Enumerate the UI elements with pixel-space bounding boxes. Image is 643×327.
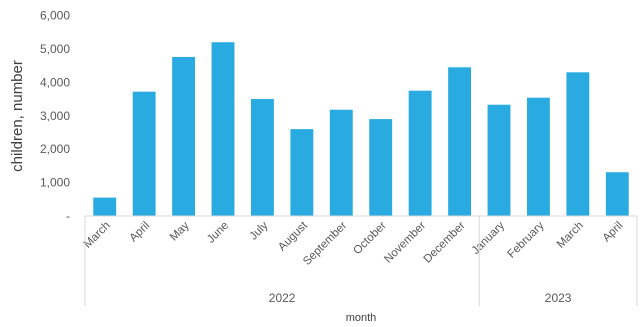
y-tick-label: 4,000 xyxy=(40,75,70,89)
bar xyxy=(448,67,472,216)
bar xyxy=(487,104,511,216)
group-label: 2023 xyxy=(545,291,572,305)
x-axis-groups: 2022 2023 xyxy=(84,216,638,306)
y-axis-title: children, number xyxy=(9,60,26,172)
bars xyxy=(93,42,629,217)
x-tick-label: March xyxy=(555,220,586,251)
x-tick-label: January xyxy=(470,219,508,257)
y-tick-label: - xyxy=(66,209,70,223)
x-tick-label: December xyxy=(422,220,468,266)
x-tick-label: October xyxy=(351,220,389,258)
x-tick-label: February xyxy=(506,219,547,260)
bar xyxy=(566,72,590,216)
y-axis-ticks: - 1,000 2,000 3,000 4,000 5,000 6,000 xyxy=(40,9,70,224)
y-tick-label: 5,000 xyxy=(40,42,70,56)
x-tick-label: July xyxy=(248,219,271,242)
x-tick-label: November xyxy=(382,220,428,266)
x-tick-label: May xyxy=(168,219,192,243)
bar xyxy=(93,197,117,216)
bar xyxy=(329,109,353,216)
bar xyxy=(172,56,196,216)
x-tick-label: April xyxy=(128,220,153,245)
bar xyxy=(211,42,235,217)
bar xyxy=(526,97,550,216)
bar xyxy=(605,172,629,216)
y-tick-label: 6,000 xyxy=(40,9,70,23)
y-tick-label: 3,000 xyxy=(40,109,70,123)
x-tick-label: June xyxy=(205,220,231,246)
x-axis-title: month xyxy=(346,312,377,324)
bar xyxy=(250,99,274,216)
x-tick-label: March xyxy=(82,220,113,251)
bar xyxy=(290,129,314,216)
bar xyxy=(369,119,393,216)
bar xyxy=(408,90,432,216)
bar xyxy=(132,91,156,216)
y-tick-label: 2,000 xyxy=(40,142,70,156)
group-label: 2022 xyxy=(269,291,296,305)
y-tick-label: 1,000 xyxy=(40,176,70,190)
x-tick-label: August xyxy=(276,219,310,253)
x-tick-label: April xyxy=(601,220,626,245)
